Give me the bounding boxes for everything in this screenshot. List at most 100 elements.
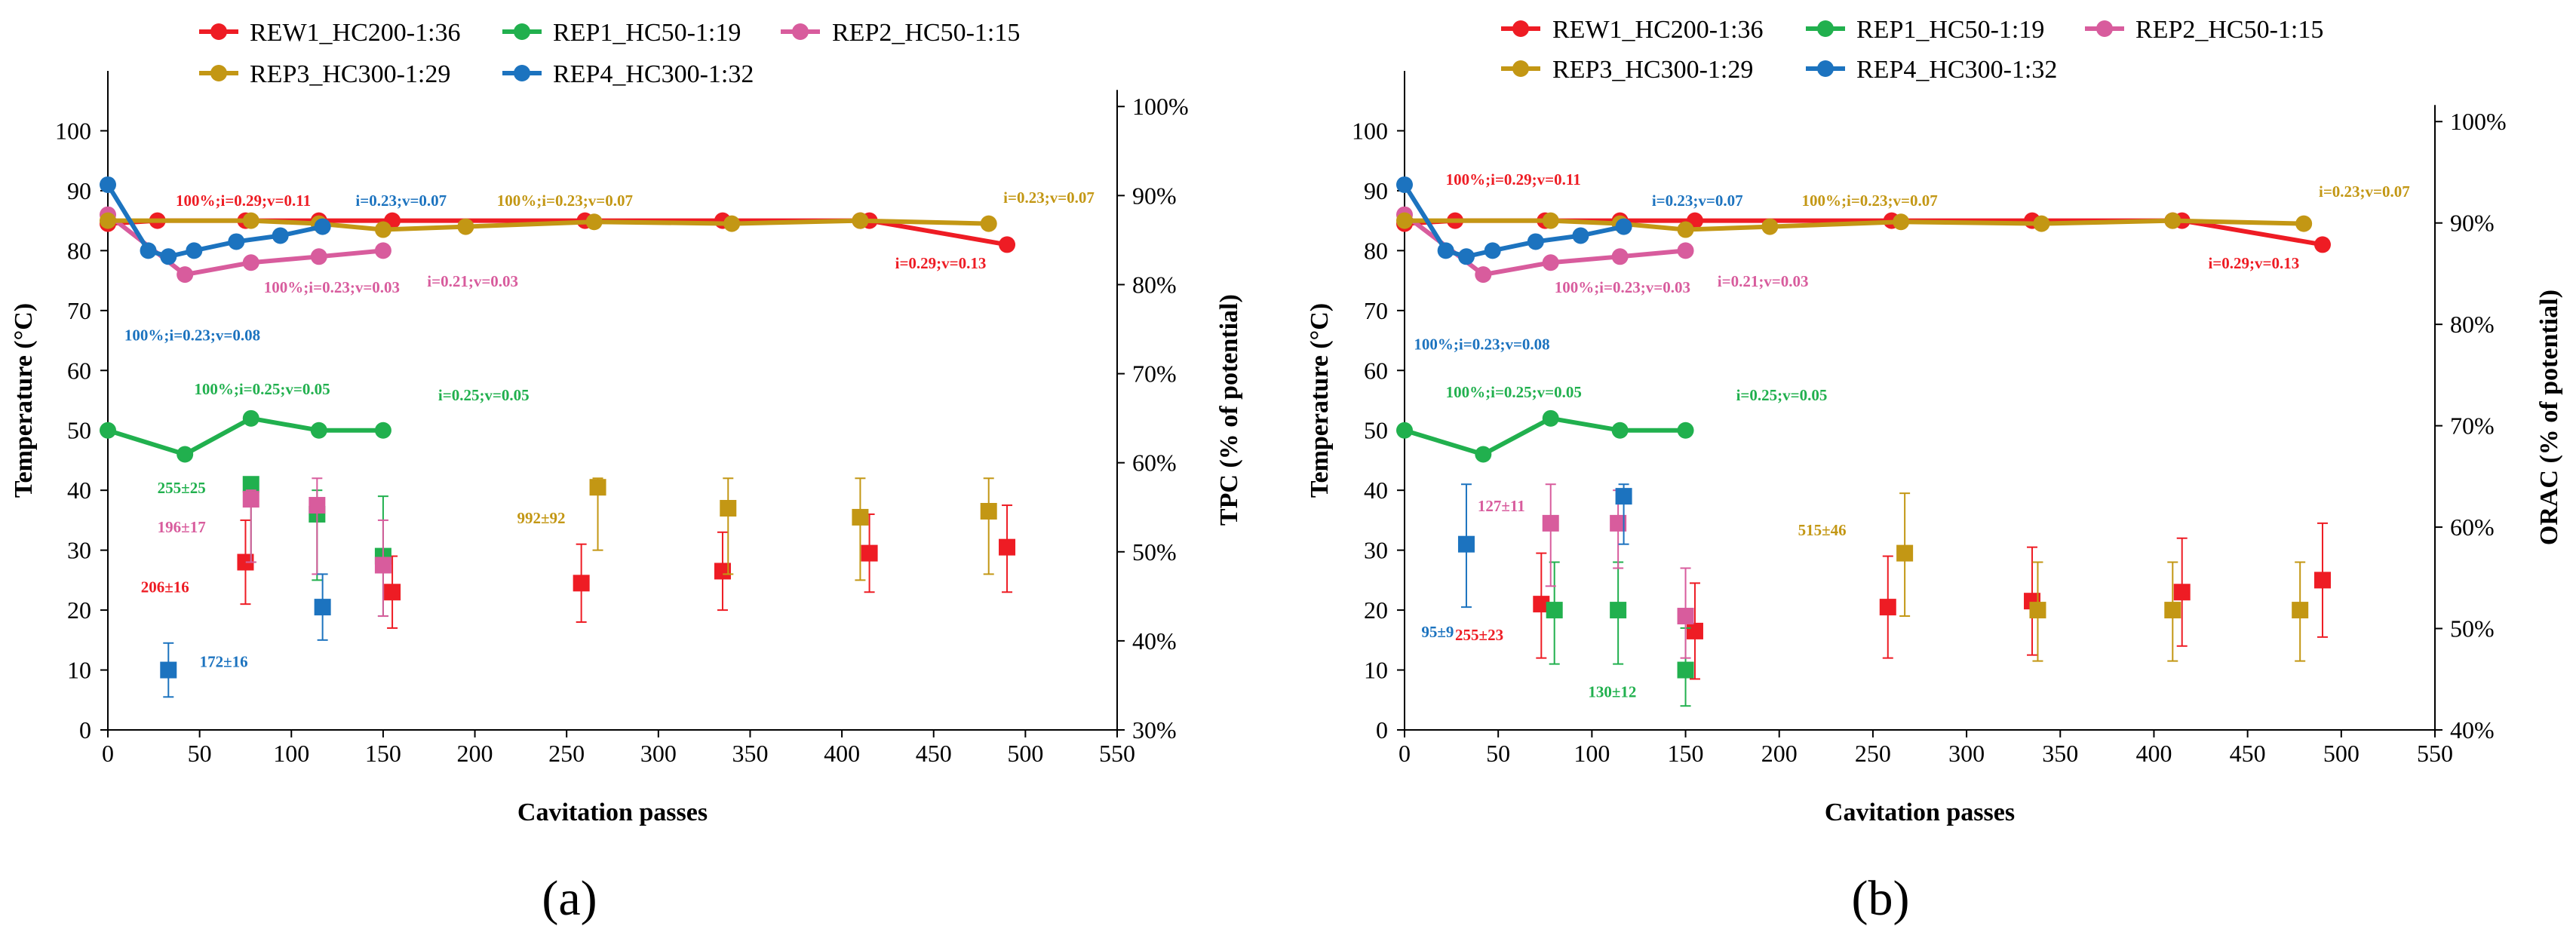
y-right-tick-label: 90% [1132, 182, 1177, 209]
temperature-point [1572, 227, 1589, 244]
y-left-tick-label: 40 [1364, 477, 1388, 504]
y-left-tick-label: 20 [67, 596, 91, 624]
data-square [2292, 602, 2309, 619]
annotation-label: i=0.21;v=0.03 [427, 272, 518, 290]
annotation-label: 100%;i=0.25;v=0.05 [1446, 383, 1582, 401]
annotation-label: i=0.23;v=0.07 [1652, 192, 1743, 210]
legend-item: REP3_HC300-1:29 [199, 60, 450, 88]
y-right-tick-label: 60% [2450, 514, 2495, 541]
data-square [2029, 602, 2046, 619]
data-square [160, 661, 177, 679]
temperature-point [374, 242, 391, 259]
temperature-point [2313, 236, 2331, 253]
temperature-point [999, 236, 1016, 253]
legend-item: REP4_HC300-1:32 [1806, 56, 2057, 84]
annotation-label: 130±12 [1588, 682, 1636, 701]
y-right-tick-label: 80% [2450, 311, 2495, 338]
y-right-tick-label: 50% [2450, 615, 2495, 642]
x-tick-label: 400 [824, 740, 860, 767]
y-axis-right-label: ORAC (% of potential) [2535, 290, 2563, 545]
temperature-series [1396, 176, 1632, 265]
data-square [714, 563, 731, 580]
legend-label: REP2_HC50-1:15 [832, 19, 1020, 47]
temperature-point [980, 215, 997, 232]
legend-label: REP3_HC300-1:29 [250, 60, 450, 88]
temperature-point [310, 248, 327, 265]
temperature-point [1527, 233, 1544, 250]
temperature-point [585, 213, 603, 231]
temperature-point [457, 218, 474, 235]
y-left-tick-label: 90 [67, 177, 91, 204]
y-left-tick-label: 100 [55, 117, 91, 144]
data-square [573, 575, 590, 592]
annotation-label: i=0.23;v=0.07 [1003, 189, 1095, 207]
temperature-point [177, 446, 194, 463]
x-tick-label: 350 [2042, 740, 2078, 767]
y-right-tick-label: 100% [1132, 93, 1189, 120]
legend-label: REW1_HC200-1:36 [1552, 16, 1764, 44]
temperature-point [100, 212, 116, 229]
y-left-tick-label: 100 [1352, 117, 1388, 144]
data-square [1457, 535, 1475, 553]
temperature-point [100, 176, 116, 193]
x-tick-label: 100 [1574, 740, 1610, 767]
legend-item: REW1_HC200-1:36 [1501, 16, 1764, 44]
marker-series [160, 573, 331, 698]
annotation-label: i=0.25;v=0.05 [438, 386, 530, 404]
y-left-tick-label: 10 [1364, 657, 1388, 684]
temperature-point [1611, 248, 1629, 265]
annotation-label: 100%;i=0.23;v=0.07 [1802, 192, 1938, 210]
data-square [384, 584, 401, 601]
temperature-point [2033, 215, 2050, 232]
data-square [1677, 608, 1694, 625]
legend-swatch-marker [210, 23, 227, 40]
temperature-point [186, 242, 203, 259]
x-tick-label: 500 [2323, 740, 2360, 767]
x-tick-label: 500 [1007, 740, 1043, 767]
y-left-tick-label: 60 [67, 357, 91, 384]
y-right-tick-label: 50% [1132, 538, 1177, 566]
data-square [309, 497, 326, 514]
x-tick-label: 450 [916, 740, 952, 767]
legend-label: REP4_HC300-1:32 [553, 60, 754, 88]
y-right-tick-label: 70% [1132, 360, 1177, 388]
temperature-point [1615, 218, 1632, 235]
temperature-point [140, 242, 157, 259]
legend-label: REP2_HC50-1:15 [2135, 16, 2323, 44]
annotation-label: 100%;i=0.23;v=0.03 [264, 278, 400, 296]
temperature-point [1437, 242, 1454, 259]
legend-swatch-marker [1817, 60, 1834, 77]
temperature-point [2295, 215, 2313, 232]
legend-item: REP3_HC300-1:29 [1501, 56, 1753, 84]
panel-a: 0 50 100 150 200 250 300 350 400 450 500 550 0 10 20 30… [10, 19, 1243, 926]
temperature-series [1396, 409, 1694, 463]
data-square [1615, 488, 1632, 505]
y-left-tick-label: 80 [67, 237, 91, 264]
x-tick-label: 0 [1399, 740, 1411, 767]
temperature-point [310, 422, 327, 439]
marker-series [1533, 522, 2331, 680]
temperature-point [242, 409, 259, 427]
temperature-point [1542, 254, 1559, 271]
temperature-point [1677, 422, 1694, 439]
panel-b: 0 50 100 150 200 250 300 350 400 450 500 550 0 10 20 30… [1306, 16, 2563, 926]
y-left-tick-label: 30 [67, 537, 91, 564]
annotation-label: 515±46 [1798, 521, 1847, 539]
legend-swatch-marker [1512, 60, 1529, 77]
x-tick-label: 250 [548, 740, 585, 767]
annotation-label: i=0.29;v=0.13 [895, 254, 987, 272]
data-square [1686, 622, 1703, 639]
temperature-point [100, 422, 116, 439]
x-tick-label: 150 [365, 740, 401, 767]
x-tick-label: 300 [1948, 740, 1985, 767]
temperature-point [1677, 221, 1694, 238]
x-tick-label: 50 [1486, 740, 1510, 767]
annotation-label: 100%;i=0.23;v=0.08 [1414, 335, 1549, 353]
temperature-point [1475, 446, 1492, 463]
legend-label: REP1_HC50-1:19 [553, 19, 741, 47]
data-square [237, 553, 254, 571]
y-right-tick-label: 90% [2450, 210, 2495, 237]
annotation-label: 100%;i=0.23;v=0.08 [124, 327, 260, 345]
marker-series [237, 504, 1016, 629]
marker-series [1457, 483, 1632, 609]
